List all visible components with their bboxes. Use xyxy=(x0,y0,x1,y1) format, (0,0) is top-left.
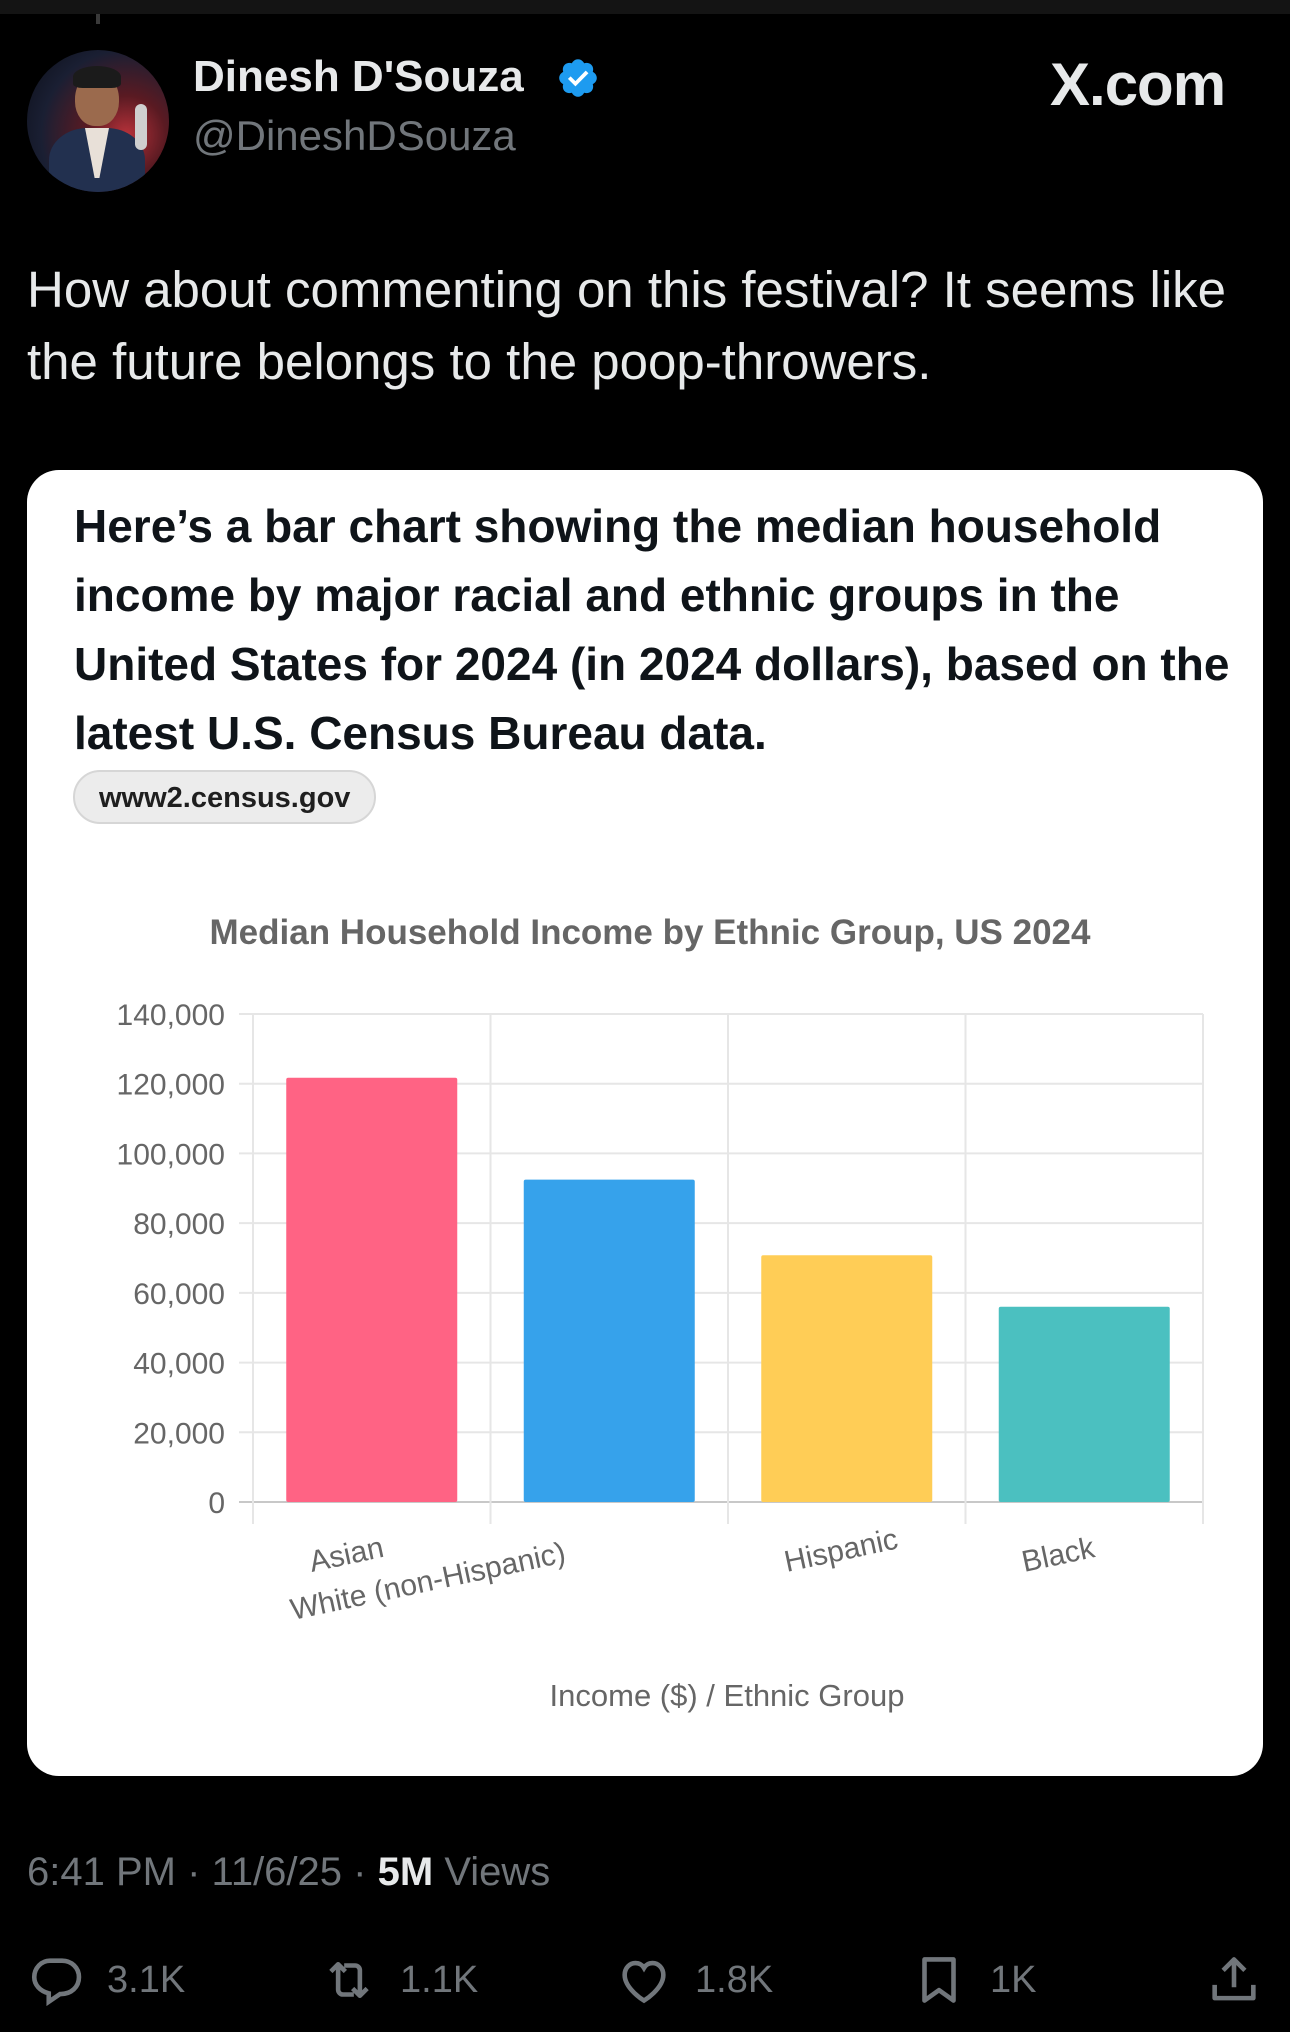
brand-logo: X.com xyxy=(1050,51,1226,118)
views-count: 5M xyxy=(377,1850,434,1894)
bar-chart: 0 20,000 40,000 60,000 80,000 100,000 120,000 1… xyxy=(117,913,1204,1713)
tweet-time[interactable]: 6:41 PM xyxy=(27,1850,176,1894)
x-tick-label: Asian xyxy=(306,1531,386,1579)
repost-icon xyxy=(329,1961,369,1999)
share-icon xyxy=(1212,1957,1256,2001)
bar-hispanic xyxy=(761,1255,933,1502)
y-tick-label: 60,000 xyxy=(133,1278,225,1311)
views-label: Views xyxy=(444,1850,551,1894)
y-tick-label: 40,000 xyxy=(133,1348,225,1381)
y-tick-label: 140,000 xyxy=(117,999,225,1032)
tweet-text: How about commenting on this festival? I… xyxy=(27,261,1227,390)
y-tick-label: 20,000 xyxy=(133,1417,225,1450)
status-bar-mark xyxy=(96,14,100,24)
repost-button[interactable]: 1.1K xyxy=(320,1950,478,2010)
x-tick-label: Black xyxy=(1019,1531,1099,1579)
x-axis-title: Income ($) / Ethnic Group xyxy=(550,1678,905,1713)
card-text: Here’s a bar chart showing the median ho… xyxy=(74,500,1230,759)
bar-black xyxy=(998,1306,1170,1502)
y-tick-label: 0 xyxy=(208,1487,225,1520)
chart-bars xyxy=(286,1077,1170,1502)
avatar-microphone xyxy=(135,104,147,150)
reply-count: 3.1K xyxy=(107,1958,186,2001)
verified-badge-icon xyxy=(559,59,597,97)
tweet-meta: 6:41 PM · 11/6/25 · 5M Views xyxy=(27,1850,550,1895)
share-button[interactable] xyxy=(1205,1950,1263,2010)
tweet-date[interactable]: 11/6/25 xyxy=(211,1850,343,1894)
y-tick-label: 100,000 xyxy=(117,1138,225,1171)
bookmark-button[interactable]: 1K xyxy=(910,1950,1036,2010)
y-tick-label: 120,000 xyxy=(117,1069,225,1102)
bar-asian xyxy=(286,1077,458,1502)
reply-icon xyxy=(31,1958,82,2007)
avatar[interactable] xyxy=(27,50,169,192)
author-name[interactable]: Dinesh D'Souza xyxy=(193,52,524,101)
bar-white-non-hispanic xyxy=(523,1179,695,1502)
meta-separator: · xyxy=(187,1850,201,1894)
status-bar xyxy=(0,0,1290,14)
y-axis-ticks: 0 20,000 40,000 60,000 80,000 100,000 120,000 1… xyxy=(117,999,225,1520)
bookmark-icon xyxy=(922,1957,956,2003)
avatar-hair xyxy=(73,66,121,88)
heart-icon xyxy=(622,1960,666,2004)
chart-title: Median Household Income by Ethnic Group,… xyxy=(210,913,1092,952)
like-count: 1.8K xyxy=(695,1958,774,2001)
source-link[interactable]: www2.census.gov xyxy=(73,770,377,824)
author-handle[interactable]: @DineshDSouza xyxy=(193,112,516,159)
like-button[interactable]: 1.8K xyxy=(615,1950,773,2010)
meta-separator: · xyxy=(353,1850,367,1894)
attached-card[interactable]: Here’s a bar chart showing the median ho… xyxy=(27,470,1263,1776)
bookmark-count: 1K xyxy=(990,1958,1037,2001)
x-tick-label: Hispanic xyxy=(781,1523,900,1579)
reply-button[interactable]: 3.1K xyxy=(27,1950,185,2010)
repost-count: 1.1K xyxy=(400,1958,479,2001)
y-tick-label: 80,000 xyxy=(133,1208,225,1241)
